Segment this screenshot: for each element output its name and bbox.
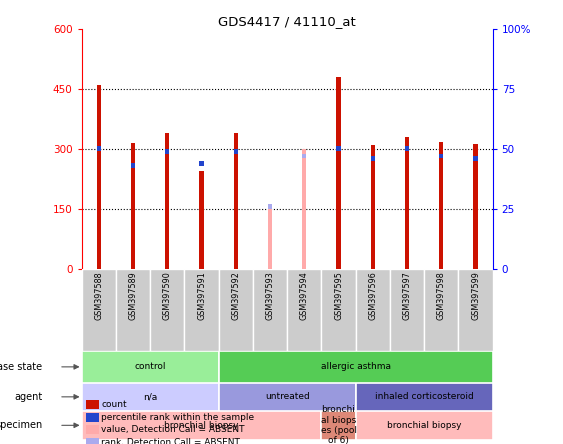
Bar: [97, 147, 101, 151]
Text: GSM397592: GSM397592: [231, 271, 240, 320]
Text: GSM397597: GSM397597: [403, 271, 412, 320]
Bar: [165, 149, 169, 154]
Bar: [337, 77, 341, 269]
Text: rank, Detection Call = ABSENT: rank, Detection Call = ABSENT: [101, 438, 240, 444]
Bar: [356, 269, 390, 351]
Bar: [356, 383, 493, 411]
Bar: [253, 269, 287, 351]
Bar: [199, 161, 204, 166]
Bar: [356, 411, 493, 440]
Text: count: count: [101, 400, 127, 409]
Bar: [82, 383, 218, 411]
Bar: [131, 163, 135, 168]
Text: GSM397589: GSM397589: [128, 271, 137, 320]
Text: bronchi
al biops
es (pool
of 6): bronchi al biops es (pool of 6): [320, 405, 356, 444]
Text: GSM397599: GSM397599: [471, 271, 480, 320]
Text: GSM397593: GSM397593: [266, 271, 275, 320]
Text: disease state: disease state: [0, 362, 43, 372]
Bar: [424, 269, 458, 351]
Title: GDS4417 / 41110_at: GDS4417 / 41110_at: [218, 15, 356, 28]
Text: GSM397595: GSM397595: [334, 271, 343, 320]
Text: bronchial biopsy: bronchial biopsy: [164, 421, 239, 430]
Bar: [321, 269, 356, 351]
Text: inhaled corticosteroid: inhaled corticosteroid: [375, 392, 473, 401]
Text: percentile rank within the sample: percentile rank within the sample: [101, 413, 254, 422]
Bar: [302, 149, 306, 269]
Bar: [439, 142, 443, 269]
Bar: [82, 351, 218, 383]
Bar: [268, 205, 272, 269]
Bar: [337, 147, 341, 151]
Bar: [234, 149, 238, 154]
Text: untreated: untreated: [265, 392, 310, 401]
Bar: [218, 383, 356, 411]
Bar: [165, 133, 169, 269]
Text: GSM397596: GSM397596: [368, 271, 377, 320]
Bar: [218, 269, 253, 351]
Bar: [82, 269, 116, 351]
Bar: [370, 156, 375, 161]
Bar: [234, 133, 238, 269]
Bar: [82, 411, 321, 440]
Bar: [116, 269, 150, 351]
Bar: [268, 204, 272, 209]
Bar: [97, 85, 101, 269]
Text: GSM397591: GSM397591: [197, 271, 206, 320]
Bar: [473, 156, 477, 161]
Text: GSM397598: GSM397598: [437, 271, 446, 320]
Bar: [439, 154, 443, 159]
Bar: [218, 351, 493, 383]
Text: GSM397588: GSM397588: [94, 271, 103, 320]
Bar: [185, 269, 218, 351]
Bar: [370, 145, 375, 269]
Text: bronchial biopsy: bronchial biopsy: [387, 421, 461, 430]
Bar: [458, 269, 493, 351]
Text: specimen: specimen: [0, 420, 43, 430]
Text: control: control: [135, 362, 166, 371]
Bar: [199, 171, 204, 269]
Bar: [405, 137, 409, 269]
Bar: [131, 143, 135, 269]
Bar: [302, 154, 306, 159]
Text: n/a: n/a: [143, 392, 157, 401]
Bar: [321, 411, 356, 440]
Bar: [390, 269, 424, 351]
Text: GSM397590: GSM397590: [163, 271, 172, 320]
Text: agent: agent: [14, 392, 43, 402]
Text: value, Detection Call = ABSENT: value, Detection Call = ABSENT: [101, 425, 245, 434]
Bar: [473, 144, 477, 269]
Bar: [287, 269, 321, 351]
Text: allergic asthma: allergic asthma: [320, 362, 391, 371]
Text: GSM397594: GSM397594: [300, 271, 309, 320]
Bar: [150, 269, 185, 351]
Bar: [405, 147, 409, 151]
